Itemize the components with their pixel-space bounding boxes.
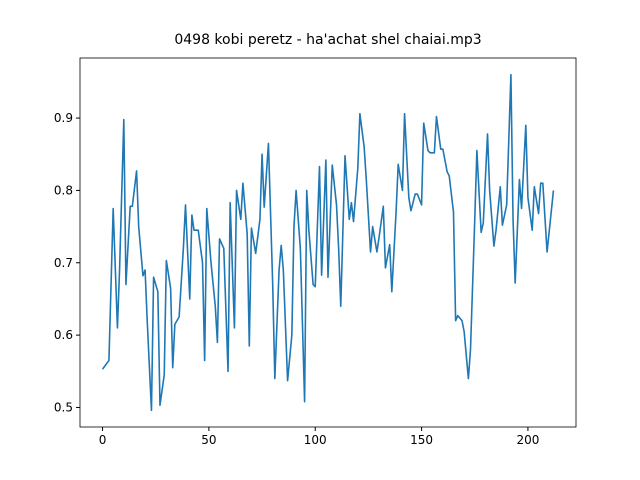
y-tick-label: 0.9 xyxy=(54,111,73,125)
line xyxy=(101,73,555,412)
x-tick-label: 100 xyxy=(304,433,327,447)
chart-title: 0498 kobi peretz - ha'achat shel chaiai.… xyxy=(174,32,481,48)
x-tick-label: 0 xyxy=(99,433,107,447)
plot-frame xyxy=(79,57,577,428)
x-tick-label: 200 xyxy=(516,433,539,447)
y-tick-label: 0.7 xyxy=(54,256,73,270)
y-tick-label: 0.8 xyxy=(54,183,73,197)
x-tick-label: 150 xyxy=(410,433,433,447)
x-tick-label: 50 xyxy=(201,433,216,447)
y-tick-label: 0.6 xyxy=(54,328,73,342)
y-tick-label: 0.5 xyxy=(54,400,73,414)
